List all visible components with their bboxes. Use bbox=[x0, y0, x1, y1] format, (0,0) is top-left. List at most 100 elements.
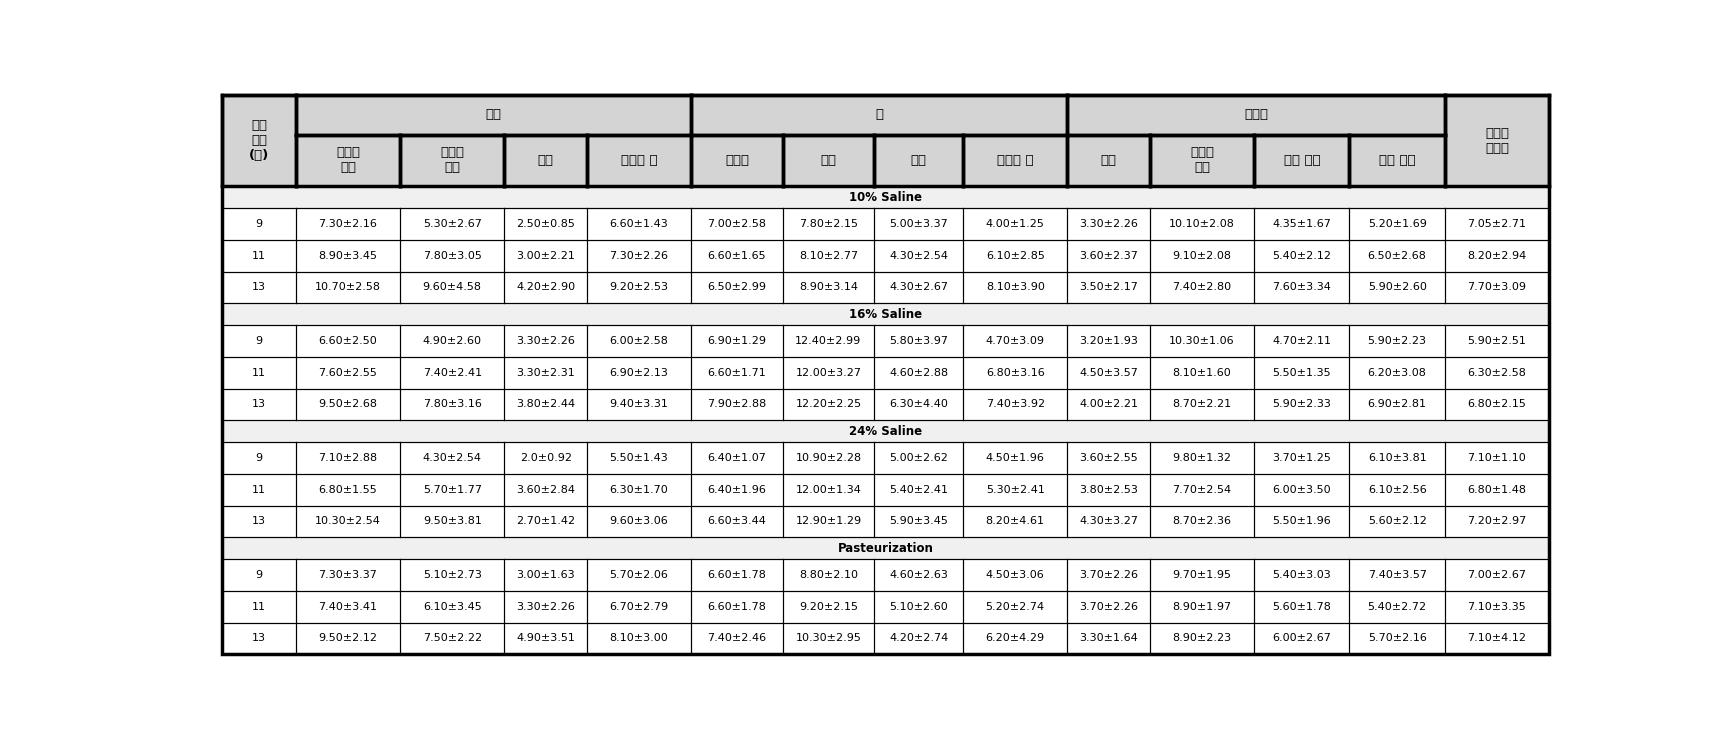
Text: 7.10±2.88: 7.10±2.88 bbox=[318, 453, 378, 463]
Bar bbox=[962, 559, 1068, 591]
Bar bbox=[783, 357, 874, 389]
Bar bbox=[1255, 623, 1350, 654]
Text: 4.70±2.11: 4.70±2.11 bbox=[1272, 336, 1331, 346]
Bar bbox=[783, 389, 874, 420]
Bar bbox=[505, 623, 588, 654]
Bar bbox=[691, 442, 783, 474]
Bar bbox=[223, 623, 295, 654]
Bar bbox=[505, 325, 588, 357]
Bar bbox=[1350, 389, 1445, 420]
Bar bbox=[874, 505, 962, 537]
Bar bbox=[874, 209, 962, 240]
Bar bbox=[505, 135, 588, 186]
Text: 7.40±2.41: 7.40±2.41 bbox=[423, 368, 482, 378]
Text: 6.00±2.67: 6.00±2.67 bbox=[1272, 634, 1331, 643]
Text: 4.50±3.57: 4.50±3.57 bbox=[1080, 368, 1139, 378]
Text: 5.90±2.60: 5.90±2.60 bbox=[1367, 283, 1427, 292]
Text: 9: 9 bbox=[256, 336, 263, 346]
Bar bbox=[962, 474, 1068, 505]
Text: 6.30±2.58: 6.30±2.58 bbox=[1467, 368, 1526, 378]
Bar bbox=[1149, 240, 1255, 272]
Bar bbox=[505, 357, 588, 389]
Bar bbox=[223, 272, 295, 303]
Text: 8.10±3.90: 8.10±3.90 bbox=[985, 283, 1045, 292]
Bar bbox=[962, 240, 1068, 272]
Bar bbox=[223, 474, 295, 505]
Bar bbox=[505, 474, 588, 505]
Bar bbox=[295, 474, 401, 505]
Bar bbox=[691, 357, 783, 389]
Bar bbox=[588, 442, 691, 474]
Bar bbox=[1255, 135, 1350, 186]
Text: 5.30±2.67: 5.30±2.67 bbox=[423, 219, 482, 229]
Bar bbox=[1149, 623, 1255, 654]
Text: 8.10±2.77: 8.10±2.77 bbox=[798, 251, 859, 260]
Bar bbox=[295, 389, 401, 420]
Bar bbox=[874, 135, 962, 186]
Text: 3.30±2.31: 3.30±2.31 bbox=[517, 368, 575, 378]
Bar bbox=[1255, 442, 1350, 474]
Bar bbox=[401, 389, 505, 420]
Text: 5.60±2.12: 5.60±2.12 bbox=[1367, 516, 1427, 526]
Text: 7.70±3.09: 7.70±3.09 bbox=[1467, 283, 1526, 292]
Bar bbox=[874, 272, 962, 303]
Text: 8.90±3.14: 8.90±3.14 bbox=[798, 283, 857, 292]
Text: 10.10±2.08: 10.10±2.08 bbox=[1170, 219, 1236, 229]
Text: 6.60±1.71: 6.60±1.71 bbox=[707, 368, 766, 378]
Bar bbox=[1350, 240, 1445, 272]
Bar bbox=[1350, 623, 1445, 654]
Bar bbox=[401, 623, 505, 654]
Bar bbox=[874, 623, 962, 654]
Text: 9.20±2.15: 9.20±2.15 bbox=[798, 602, 857, 611]
Bar bbox=[1149, 325, 1255, 357]
Text: 10% Saline: 10% Saline bbox=[848, 191, 923, 204]
Bar bbox=[962, 325, 1068, 357]
Bar bbox=[1149, 389, 1255, 420]
Bar bbox=[223, 325, 295, 357]
Text: 9.40±3.31: 9.40±3.31 bbox=[610, 399, 669, 410]
Bar bbox=[783, 325, 874, 357]
Bar bbox=[691, 272, 783, 303]
Text: 3.20±1.93: 3.20±1.93 bbox=[1080, 336, 1139, 346]
Bar bbox=[223, 442, 295, 474]
Text: 9.60±4.58: 9.60±4.58 bbox=[423, 283, 482, 292]
Bar bbox=[1255, 357, 1350, 389]
Text: 6.60±1.65: 6.60±1.65 bbox=[707, 251, 766, 260]
Bar bbox=[691, 209, 783, 240]
Bar bbox=[783, 591, 874, 623]
Bar bbox=[962, 272, 1068, 303]
Text: 5.90±2.51: 5.90±2.51 bbox=[1467, 336, 1526, 346]
Bar bbox=[295, 357, 401, 389]
Text: 겹릴 정도: 겹릴 정도 bbox=[1379, 154, 1415, 167]
Text: 6.30±4.40: 6.30±4.40 bbox=[890, 399, 949, 410]
Text: 10.70±2.58: 10.70±2.58 bbox=[314, 283, 380, 292]
Bar bbox=[223, 505, 295, 537]
Bar bbox=[1149, 505, 1255, 537]
Text: 8.10±3.00: 8.10±3.00 bbox=[610, 634, 669, 643]
Bar bbox=[588, 591, 691, 623]
Bar bbox=[1255, 272, 1350, 303]
Bar bbox=[783, 505, 874, 537]
Text: 3.80±2.44: 3.80±2.44 bbox=[517, 399, 575, 410]
Bar bbox=[783, 209, 874, 240]
Text: Pasteurization: Pasteurization bbox=[838, 542, 933, 555]
Text: 7.40±3.57: 7.40±3.57 bbox=[1367, 570, 1427, 580]
Bar bbox=[223, 591, 295, 623]
Bar bbox=[874, 389, 962, 420]
Text: 메운맛: 메운맛 bbox=[726, 154, 748, 167]
Bar bbox=[1068, 623, 1149, 654]
Text: 6.10±2.56: 6.10±2.56 bbox=[1369, 485, 1427, 495]
Text: 아삭한
정도: 아삭한 정도 bbox=[1191, 146, 1215, 174]
Bar bbox=[1445, 559, 1548, 591]
Bar bbox=[1445, 623, 1548, 654]
Text: 3.30±1.64: 3.30±1.64 bbox=[1080, 634, 1139, 643]
Text: 6.90±2.81: 6.90±2.81 bbox=[1367, 399, 1427, 410]
Bar bbox=[874, 442, 962, 474]
Text: 13: 13 bbox=[252, 283, 266, 292]
Bar bbox=[505, 389, 588, 420]
Text: 4.00±2.21: 4.00±2.21 bbox=[1080, 399, 1139, 410]
Text: 잔맛: 잔맛 bbox=[821, 154, 836, 167]
Text: 8.90±2.23: 8.90±2.23 bbox=[1173, 634, 1232, 643]
Text: 5.90±2.33: 5.90±2.33 bbox=[1272, 399, 1331, 410]
Text: 3.60±2.84: 3.60±2.84 bbox=[517, 485, 575, 495]
